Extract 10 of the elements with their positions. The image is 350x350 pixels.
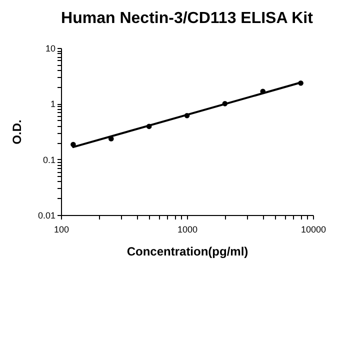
chart-title: Human Nectin-3/CD113 ELISA Kit — [61, 10, 314, 27]
y-tick-label: 0.1 — [42, 154, 56, 165]
y-axis-title: O.D. — [10, 120, 24, 144]
y-tick-label: 0.01 — [38, 210, 56, 220]
x-tick-label: 100 — [54, 224, 70, 234]
y-tick-label: 10 — [45, 44, 56, 54]
x-tick-label: 10000 — [300, 224, 326, 234]
y-tick-label: 1 — [50, 99, 56, 110]
x-tick-label: 1000 — [177, 224, 198, 234]
x-axis-title: Concentration(pg/ml) — [126, 244, 248, 258]
